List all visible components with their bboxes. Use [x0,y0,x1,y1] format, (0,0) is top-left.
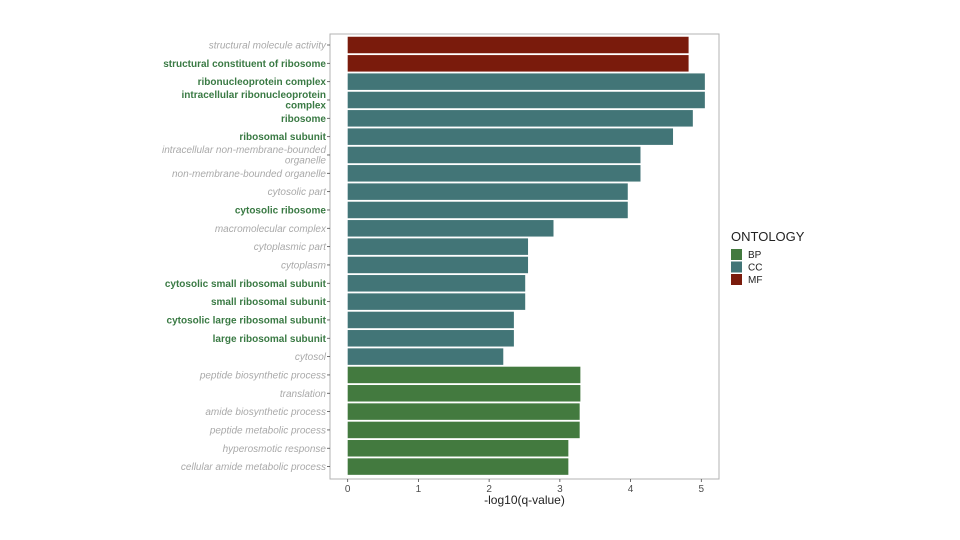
y-tick-label: cellular amide metabolic process [181,462,326,473]
bar-ribosomal-subunit [347,128,674,145]
y-tick-label: large ribosomal subunit [213,334,327,345]
legend-swatch-cc [731,261,742,273]
x-tick-label: 1 [416,484,422,495]
y-tick-label: ribosome [281,114,326,125]
bar-large-ribosomal-subunit [347,330,514,347]
bar-structural-constituent-of-ribosome [347,55,689,72]
legend-label-mf: MF [748,275,762,286]
y-tick-label: hyperosmotic response [223,444,327,455]
y-tick-label: cytosolic ribosome [235,205,327,216]
bar-macromolecular-complex [347,220,554,237]
bar-cytosolic-small-ribosomal-subunit [347,275,526,292]
panel-border [329,33,720,480]
y-tick-label: non-membrane-bounded organelle [172,169,326,180]
y-tick-label: amide biosynthetic process [205,407,326,418]
x-tick-label: 4 [628,484,634,495]
y-tick-label: translation [280,389,327,400]
bar-translation [347,385,581,402]
x-tick-label: 2 [486,484,492,495]
bar-non-membrane-bounded-organelle [347,165,641,182]
y-tick-label: peptide metabolic process [209,425,326,436]
bar-small-ribosomal-subunit [347,293,526,310]
y-axis: structural molecule activity structural c… [162,41,330,473]
legend-label-bp: BP [748,250,762,261]
legend-swatch-mf [731,274,742,285]
y-tick-label: intracellular non-membrane-bounded organe… [162,145,326,167]
y-tick-label: cytosolic large ribosomal subunit [167,315,327,326]
x-tick-label: 5 [699,484,705,495]
y-tick-label: cytoplasm [281,260,326,271]
bar-structural-molecule-activity [347,36,689,54]
x-axis-title: -log10(q-value) [484,493,565,507]
y-tick-label: ribosomal subunit [239,132,326,143]
x-tick-label: 0 [345,484,351,495]
bar-cytoplasm [347,256,529,274]
bar-cellular-amide-metabolic-process [347,458,569,475]
bar-peptide-metabolic-process [347,421,580,439]
x-tick-label: 3 [557,484,563,495]
bar-hyperosmotic-response [347,440,569,457]
y-tick-label: macromolecular complex [215,224,327,235]
y-tick-label: ribonucleoprotein complex [198,77,327,88]
bar-cytosol [347,348,504,365]
y-tick-label: cytosolic small ribosomal subunit [165,279,327,290]
bar-ribosome [347,110,693,127]
legend-swatch-bp [731,249,742,260]
legend-label-cc: CC [748,263,762,274]
bar-peptide-biosynthetic-process [347,366,581,384]
bar-ribonucleoprotein-complex [347,73,705,90]
bar-cytosolic-ribosome [347,201,628,219]
y-tick-label: peptide biosynthetic process [199,370,326,381]
x-axis: 0 1 2 3 4 5 [345,479,705,495]
bar-amide-biosynthetic-process [347,403,580,420]
y-tick-label: cytoplasmic part [254,242,327,253]
y-tick-label: cytosol [295,352,327,363]
y-tick-label: structural molecule activity [209,41,327,52]
y-tick-label: intracellular ribonucleoprotein complex [182,90,327,112]
legend-title: ONTOLOGY [731,229,805,244]
bar-intracellular-non-membrane-bounded-organelle [347,146,641,164]
y-tick-label: small ribosomal subunit [211,297,327,308]
bar-cytosolic-part [347,183,628,200]
bar-cytoplasmic-part [347,238,529,255]
y-tick-label: structural constituent of ribosome [163,59,326,70]
bar-intracellular-ribonucleoprotein-complex [347,91,705,109]
bars-group [347,36,705,475]
bar-cytosolic-large-ribosomal-subunit [347,311,514,329]
y-tick-label: cytosolic part [268,187,328,198]
